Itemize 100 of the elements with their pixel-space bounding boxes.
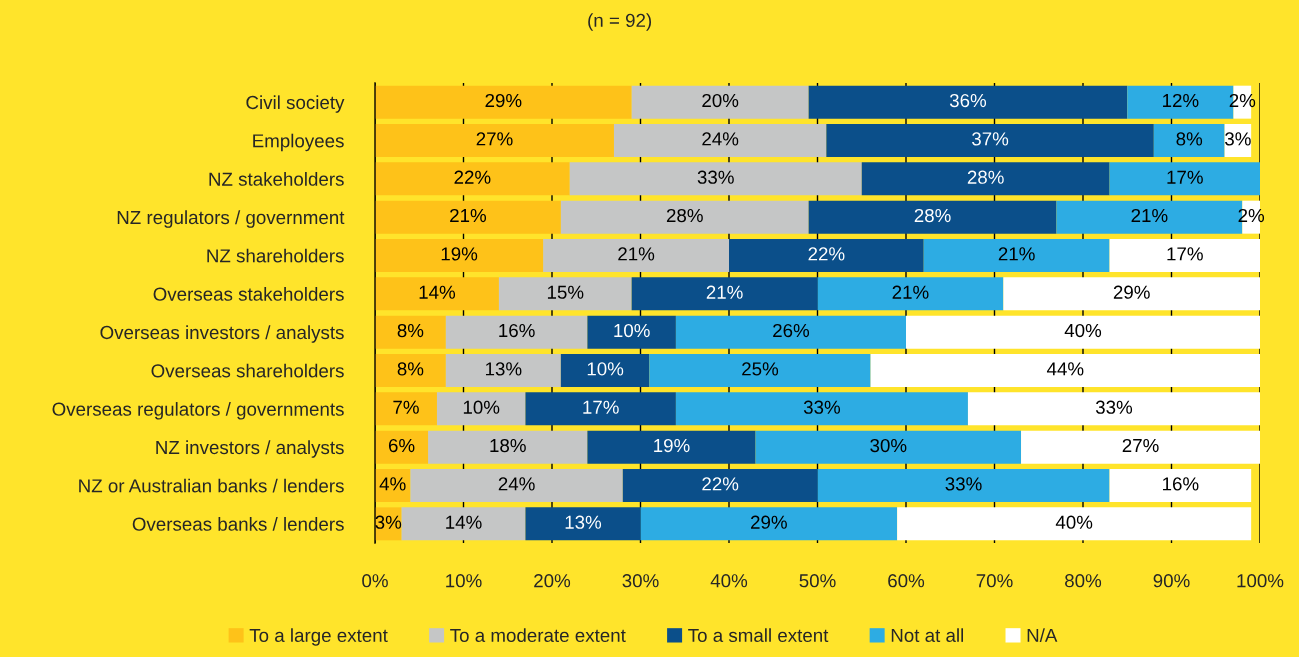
y-tick-label: Overseas shareholders bbox=[151, 363, 344, 378]
bar bbox=[428, 430, 588, 464]
bar bbox=[560, 200, 809, 234]
bar bbox=[1109, 162, 1260, 196]
y-tick-label: Overseas investors / analysts bbox=[100, 325, 344, 343]
x-tick-label: 80% bbox=[1065, 574, 1102, 588]
bar bbox=[375, 200, 561, 234]
bar bbox=[525, 507, 641, 541]
y-tick-label: Overseas regulators / governments bbox=[52, 402, 344, 420]
data-label: 22% bbox=[702, 477, 739, 491]
y-tick-label: NZ stakeholders bbox=[209, 172, 344, 186]
bar bbox=[436, 392, 526, 426]
data-label: 33% bbox=[1095, 400, 1133, 414]
data-label: 27% bbox=[476, 132, 513, 146]
data-label: 8% bbox=[1176, 132, 1203, 146]
legend-label: To a moderate extent bbox=[450, 628, 626, 643]
x-tick-label: 40% bbox=[710, 574, 748, 588]
data-label: 15% bbox=[547, 285, 584, 299]
y-tick-label: Overseas banks / lenders bbox=[132, 517, 344, 531]
data-label: 21% bbox=[1131, 208, 1168, 223]
data-label: 21% bbox=[450, 208, 487, 223]
data-label: 28% bbox=[967, 170, 1004, 184]
y-tick-label: Civil society bbox=[246, 95, 345, 113]
data-label: 3% bbox=[1225, 132, 1251, 146]
legend-label: N/A bbox=[1027, 628, 1058, 643]
bar bbox=[808, 85, 1128, 119]
bar bbox=[613, 124, 827, 157]
bar bbox=[1109, 239, 1260, 272]
bar bbox=[675, 392, 968, 426]
data-label: 17% bbox=[1167, 170, 1203, 184]
y-tick-label: Overseas stakeholders bbox=[153, 287, 344, 301]
bar bbox=[923, 239, 1110, 272]
bar bbox=[1021, 430, 1260, 464]
bar bbox=[375, 85, 632, 119]
y-tick-label: NZ regulators / government bbox=[117, 210, 345, 228]
data-label: 7% bbox=[393, 400, 419, 414]
bar bbox=[755, 430, 1022, 464]
x-tick-label: 10% bbox=[446, 574, 482, 588]
data-label: 13% bbox=[485, 362, 522, 376]
x-tick-label: 60% bbox=[888, 574, 925, 588]
y-tick-label: NZ or Australian banks / lenders bbox=[79, 478, 344, 493]
data-label: 40% bbox=[1055, 515, 1093, 529]
bar bbox=[649, 354, 871, 387]
bar bbox=[729, 239, 924, 272]
data-label: 17% bbox=[1167, 247, 1203, 261]
bar bbox=[375, 430, 429, 464]
x-tick-label: 70% bbox=[976, 574, 1013, 588]
bar bbox=[445, 315, 588, 349]
x-tick-label: 20% bbox=[534, 574, 571, 588]
bar bbox=[817, 277, 1004, 311]
y-tick-label: NZ investors / analysts bbox=[156, 440, 344, 458]
data-label: 16% bbox=[499, 323, 535, 338]
data-label: 10% bbox=[614, 323, 650, 338]
x-tick-label: 100% bbox=[1237, 574, 1284, 588]
bar bbox=[1153, 124, 1225, 157]
y-tick-label: Employees bbox=[253, 133, 344, 152]
data-label: 6% bbox=[388, 438, 415, 453]
data-label: 22% bbox=[808, 247, 845, 261]
bar bbox=[587, 315, 676, 349]
bar bbox=[375, 124, 614, 157]
bar bbox=[375, 392, 437, 426]
data-label: 21% bbox=[618, 247, 655, 261]
bar bbox=[375, 162, 570, 196]
data-label: 10% bbox=[587, 362, 624, 376]
legend-label: To a large extent bbox=[249, 628, 388, 646]
y-tick-label: NZ shareholders bbox=[207, 248, 344, 263]
data-label: 8% bbox=[397, 323, 424, 338]
data-label: 26% bbox=[773, 323, 810, 338]
data-label: 12% bbox=[1163, 93, 1199, 108]
data-label: 44% bbox=[1046, 362, 1084, 376]
bar bbox=[401, 507, 526, 541]
bar bbox=[808, 200, 1057, 234]
data-label: 36% bbox=[949, 93, 987, 108]
bar bbox=[967, 392, 1260, 426]
data-label: 21% bbox=[892, 285, 929, 299]
bar bbox=[631, 277, 818, 311]
bar bbox=[375, 239, 544, 272]
data-label: 14% bbox=[446, 515, 482, 529]
data-label: 10% bbox=[463, 400, 500, 414]
data-label: 19% bbox=[441, 247, 478, 261]
bar bbox=[410, 469, 623, 502]
bar bbox=[861, 162, 1110, 196]
data-label: 16% bbox=[1163, 477, 1199, 491]
data-label: 8% bbox=[397, 362, 424, 376]
bar bbox=[870, 354, 1260, 387]
data-label: 29% bbox=[1113, 285, 1150, 299]
bar bbox=[569, 162, 862, 196]
bar bbox=[1003, 277, 1260, 311]
data-label: 28% bbox=[914, 208, 951, 223]
bar bbox=[587, 430, 756, 464]
bar bbox=[525, 392, 676, 426]
data-label: 30% bbox=[870, 438, 907, 453]
data-label: 21% bbox=[706, 285, 743, 299]
data-label: 33% bbox=[945, 477, 982, 491]
bar bbox=[817, 469, 1110, 502]
legend-label: Not at all bbox=[891, 628, 964, 643]
data-label: 33% bbox=[697, 170, 734, 184]
data-label: 21% bbox=[998, 247, 1035, 261]
data-label: 19% bbox=[654, 438, 690, 453]
data-label: 18% bbox=[490, 438, 526, 453]
